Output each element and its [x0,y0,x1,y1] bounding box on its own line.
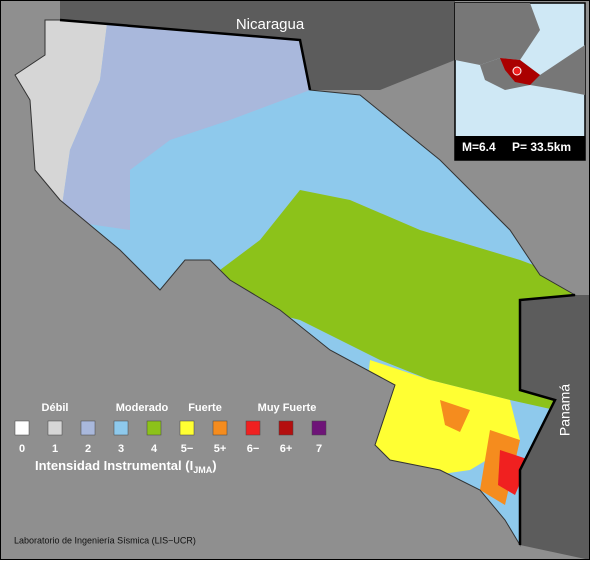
legend-title-sub: JMA [193,465,213,475]
legend-label: 7 [316,443,322,455]
legend-label: 1 [52,443,58,455]
legend-swatch [212,420,228,436]
zone-5plus [440,400,470,432]
legend-label: 5− [181,443,194,455]
border [59,18,312,91]
legend-label: 2 [85,443,91,455]
legend-group: Fuerte [188,402,222,414]
zone-4 [220,190,575,420]
legend-group: Débil [42,402,69,414]
legend-title-close: ) [212,458,216,473]
zone-2 [60,20,310,230]
legend-swatch [311,420,327,436]
legend-group: Moderado [116,402,169,414]
zone-5minus [360,360,520,480]
zone-6minus [498,450,530,495]
inset-bar [455,136,585,160]
legend-swatch [14,420,30,436]
legend-label: 6− [247,443,260,455]
inset: M=6.4 P= 33.5km [454,2,586,161]
legend-swatch [113,420,129,436]
depth: P= 33.5km [512,140,571,154]
country-label: Nicaragua [236,16,305,33]
legend-label: 0 [19,443,25,455]
coastline [14,19,577,547]
nicaragua [60,0,455,90]
legend-label: 6+ [280,443,293,455]
legend-title: Intensidad Instrumental (IJMA) [35,458,217,475]
legend-label: 3 [118,443,124,455]
legend-group: Muy Fuerte [258,402,317,414]
epicenter [512,66,522,76]
legend-swatch [179,420,195,436]
legend-swatch [47,420,63,436]
legend: Débil Moderado Fuerte Muy Fuerte Intensi… [14,402,327,475]
legend-label: 5+ [214,443,227,455]
inset-land [455,3,540,65]
legend-swatch [80,420,96,436]
legend-swatch [245,420,261,436]
legend-swatch [278,420,294,436]
credit: Laboratorio de Ingeniería Sísmica (LIS−U… [14,535,196,545]
border [518,293,576,545]
legend-title-main: Intensidad Instrumental (I [35,458,193,473]
magnitude: M=6.4 [462,140,496,154]
legend-swatch [146,420,162,436]
country-label: Panamá [557,384,573,436]
panama [520,295,590,560]
legend-label: 4 [151,443,158,455]
